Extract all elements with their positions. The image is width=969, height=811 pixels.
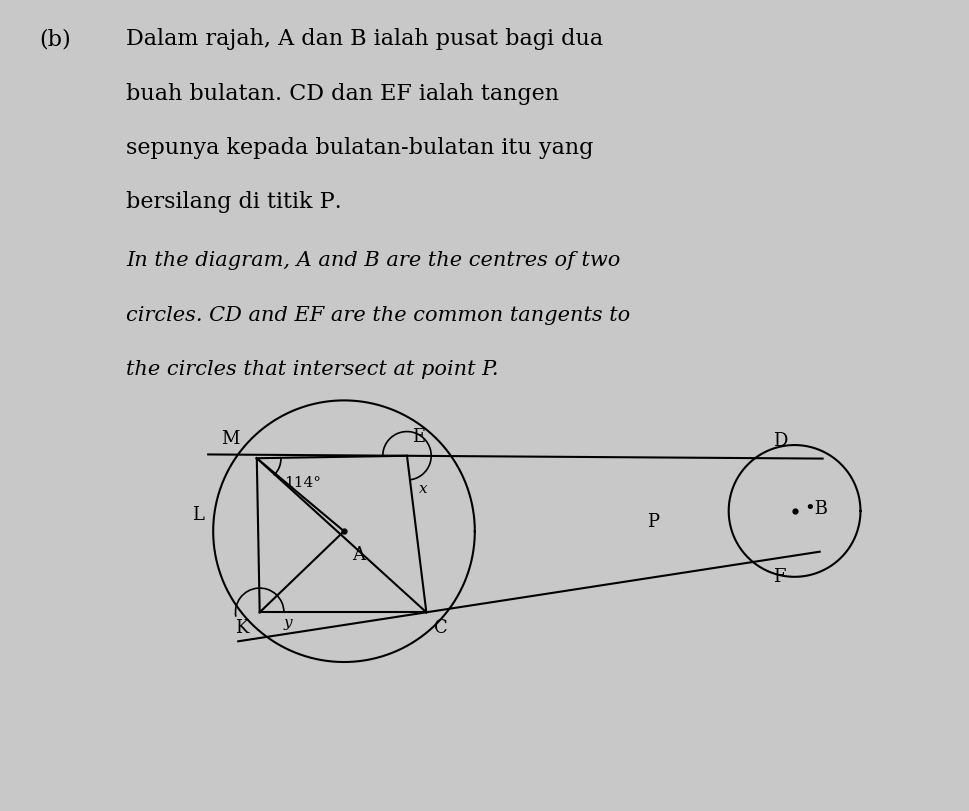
Text: bersilang di titik ​P​.: bersilang di titik ​P​. (126, 191, 342, 213)
Text: circles. CD and EF are the common tangents to: circles. CD and EF are the common tangen… (126, 306, 630, 324)
Text: M: M (221, 431, 239, 448)
Text: Dalam rajah, ​A​ dan ​B​ ialah pusat bagi dua: Dalam rajah, ​A​ dan ​B​ ialah pusat bag… (126, 28, 603, 50)
Text: (b): (b) (39, 28, 71, 50)
Text: F: F (773, 568, 786, 586)
Text: y: y (284, 616, 293, 630)
Text: sepunya kepada bulatan-bulatan itu yang: sepunya kepada bulatan-bulatan itu yang (126, 137, 593, 159)
Text: In the diagram, A and B are the centres of two: In the diagram, A and B are the centres … (126, 251, 620, 270)
Text: •B: •B (804, 500, 828, 518)
Text: x: x (419, 482, 427, 496)
Text: buah bulatan. ​CD​ dan ​EF​ ialah tangen: buah bulatan. ​CD​ dan ​EF​ ialah tangen (126, 83, 559, 105)
Text: C: C (434, 619, 448, 637)
Text: 114°: 114° (284, 476, 321, 490)
Text: K: K (234, 619, 248, 637)
Text: the circles that intersect at point P.: the circles that intersect at point P. (126, 360, 498, 379)
Text: P: P (647, 513, 659, 531)
Text: A: A (352, 546, 364, 564)
Text: D: D (773, 432, 788, 450)
Text: E: E (412, 428, 425, 446)
Text: L: L (192, 506, 203, 524)
